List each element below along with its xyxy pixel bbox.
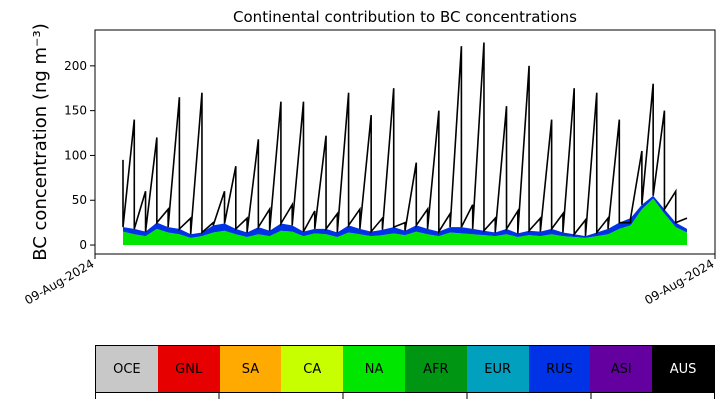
legend-label: CA: [303, 361, 322, 377]
bc-chart: Continental contribution to BC concentra…: [22, 8, 717, 307]
series-area-na: [123, 198, 687, 246]
legend-label: NA: [364, 361, 384, 377]
y-tick-label: 0: [79, 238, 87, 252]
legend-cell-aus: AUS: [652, 346, 714, 392]
y-tick-label: 150: [64, 104, 87, 118]
region-legend: OCE GNL SA CA NA AFR EUR RUS ASI AUS: [95, 345, 715, 393]
legend-cell-oce: OCE: [96, 346, 158, 392]
legend-cell-ca: CA: [281, 346, 344, 392]
y-axis: 0 50 100 150 200: [64, 59, 95, 252]
legend-cell-rus: RUS: [528, 346, 591, 392]
legend-cell-asi: ASI: [590, 346, 653, 392]
legend-ticks: [95, 393, 715, 399]
legend-cell-gnl: GNL: [157, 346, 220, 392]
legend-cell-eur: EUR: [466, 346, 529, 392]
legend-cell-afr: AFR: [404, 346, 467, 392]
chart-title: Continental contribution to BC concentra…: [233, 8, 577, 26]
legend-label: EUR: [484, 361, 512, 377]
legend-cell-sa: SA: [219, 346, 282, 392]
y-tick-label: 50: [72, 193, 87, 207]
legend-label: RUS: [546, 361, 573, 377]
legend-cell-na: NA: [343, 346, 405, 392]
legend-label: GNL: [175, 361, 203, 377]
series-area-rus: [123, 195, 687, 238]
y-tick-label: 100: [64, 148, 87, 162]
legend-label: AUS: [669, 361, 697, 377]
legend-label: ASI: [610, 361, 632, 377]
plot-frame: [94, 29, 716, 255]
x-tick-label: 09-Aug-2024: [642, 256, 716, 307]
legend-label: SA: [241, 361, 260, 377]
legend-label: OCE: [113, 361, 141, 377]
plot-area: [122, 42, 688, 246]
x-axis: 09-Aug-2024 09-Aug-2024: [22, 254, 717, 307]
y-axis-label: BC concentration (ng m⁻³): [30, 23, 51, 261]
x-tick-label: 09-Aug-2024: [22, 256, 96, 307]
legend-label: AFR: [423, 361, 449, 377]
y-tick-label: 200: [64, 59, 87, 73]
series-line-aus: [122, 42, 688, 237]
